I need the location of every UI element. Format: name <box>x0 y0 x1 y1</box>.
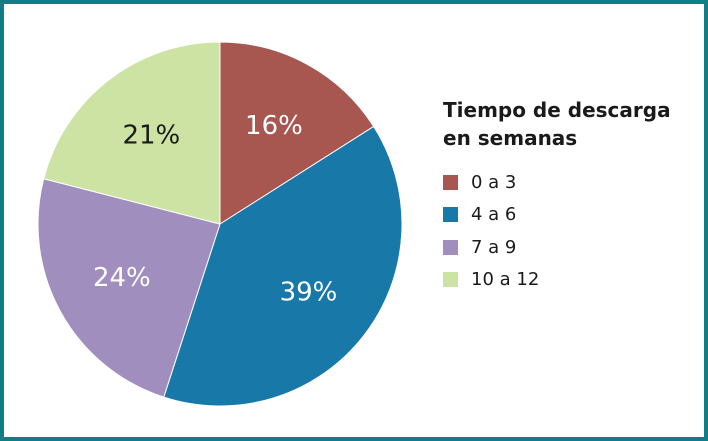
slice-label-7-a-9: 24% <box>93 263 151 293</box>
legend-item-10-a-12: 10 a 12 <box>443 264 671 297</box>
legend-swatch-10-a-12 <box>443 272 458 288</box>
legend-label-7-a-9: 7 a 9 <box>471 236 517 258</box>
legend-item-0-a-3: 0 a 3 <box>443 166 671 199</box>
legend-swatch-4-a-6 <box>443 207 458 223</box>
legend-swatch-7-a-9 <box>443 239 458 255</box>
pie-slice-10-a-12 <box>43 41 221 225</box>
legend-label-10-a-12: 10 a 12 <box>471 269 540 291</box>
pie-slice-7-a-9 <box>37 178 221 398</box>
legend-item-7-a-9: 7 a 9 <box>443 231 671 264</box>
legend-item-4-a-6: 4 a 6 <box>443 199 671 232</box>
legend: Tiempo de descarga en semanas 0 a 3 4 a … <box>443 96 671 296</box>
legend-title-line-2: en semanas <box>443 126 578 150</box>
slice-label-10-a-12: 21% <box>122 121 180 151</box>
legend-label-0-a-3: 0 a 3 <box>471 171 517 193</box>
pie-slice-4-a-6 <box>163 125 403 407</box>
legend-swatch-0-a-3 <box>443 174 458 190</box>
slice-label-4-a-6: 39% <box>280 278 338 308</box>
slice-label-0-a-3: 16% <box>245 111 303 141</box>
pie-slice-0-a-3 <box>219 41 375 225</box>
legend-title-line-1: Tiempo de descarga <box>443 98 671 122</box>
legend-label-4-a-6: 4 a 6 <box>471 204 517 226</box>
legend-items: 0 a 3 4 a 6 7 a 9 10 a 12 <box>443 166 671 296</box>
legend-title: Tiempo de descarga en semanas <box>443 96 671 152</box>
